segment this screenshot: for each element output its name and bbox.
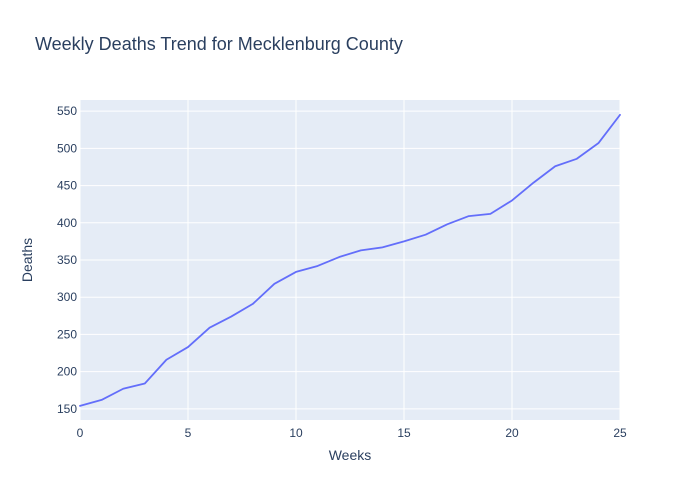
y-tick-label: 250 (57, 327, 77, 341)
y-gridlines (80, 110, 620, 410)
x-axis-ticks: 0 5 10 15 20 25 (77, 426, 627, 440)
x-tick-label: 20 (505, 426, 519, 440)
x-tick-label: 10 (289, 426, 303, 440)
x-tick-label: 5 (185, 426, 192, 440)
y-tick-label: 150 (57, 402, 77, 416)
x-tick-label: 25 (613, 426, 627, 440)
y-axis-ticks: 150 200 250 300 350 400 450 500 550 (57, 104, 77, 416)
y-tick-label: 300 (57, 290, 77, 304)
y-tick-label: 450 (57, 179, 77, 193)
series-line (79, 113, 621, 407)
x-tick-label: 0 (77, 426, 84, 440)
y-tick-label: 550 (57, 104, 77, 118)
x-tick-label: 15 (397, 426, 411, 440)
y-axis-title: Deaths (19, 238, 35, 282)
y-tick-label: 500 (57, 141, 77, 155)
x-axis-title: Weeks (329, 447, 372, 463)
chart-title: Weekly Deaths Trend for Mecklenburg Coun… (35, 34, 403, 54)
y-tick-label: 200 (57, 365, 77, 379)
y-tick-label: 350 (57, 253, 77, 267)
series-layer (79, 113, 621, 407)
y-tick-label: 400 (57, 216, 77, 230)
